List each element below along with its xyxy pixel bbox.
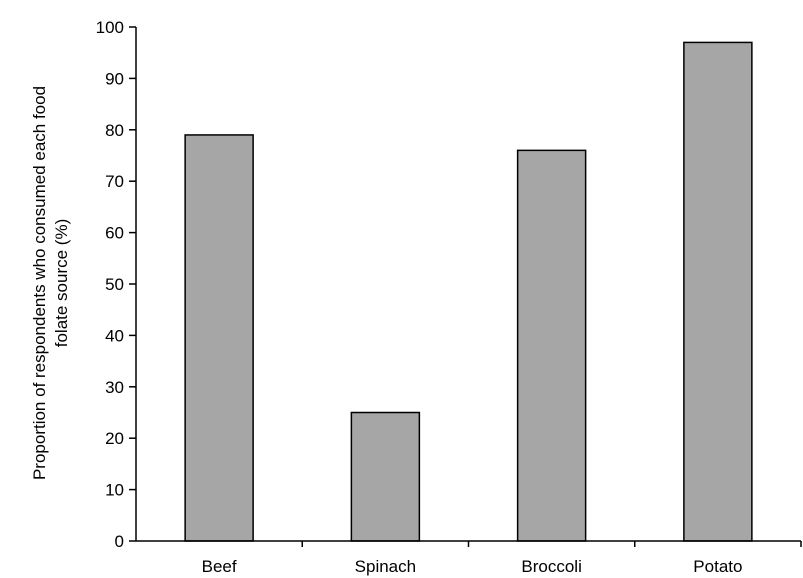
x-tick-label-beef: Beef (202, 557, 237, 576)
y-tick-label-20: 20 (105, 429, 124, 448)
y-tick-label-40: 40 (105, 326, 124, 345)
x-tick-label-spinach: Spinach (355, 557, 416, 576)
y-axis: 0 10 20 30 40 50 60 70 80 90 100 (96, 18, 137, 551)
bar-beef (184, 134, 254, 542)
bar-potato (683, 41, 753, 542)
bar-broccoli (516, 149, 587, 542)
bars (184, 41, 753, 542)
bar-spinach (350, 411, 421, 542)
x-axis: Beef Spinach Broccoli Potato (136, 540, 802, 576)
y-tick-label-70: 70 (105, 172, 124, 191)
y-tick-label-0: 0 (115, 532, 124, 551)
y-axis-title: Proportion of respondents who consumed e… (30, 86, 71, 480)
y-tick-label-50: 50 (105, 275, 124, 294)
x-tick-label-broccoli: Broccoli (521, 557, 581, 576)
y-axis-title-line-2: folate source (%) (52, 219, 71, 348)
y-tick-label-30: 30 (105, 378, 124, 397)
y-tick-label-10: 10 (105, 481, 124, 500)
y-tick-label-80: 80 (105, 121, 124, 140)
x-tick-label-potato: Potato (693, 557, 742, 576)
y-tick-label-60: 60 (105, 224, 124, 243)
y-axis-title-line-1: Proportion of respondents who consumed e… (30, 86, 49, 480)
y-tick-label-90: 90 (105, 69, 124, 88)
y-tick-label-100: 100 (96, 18, 124, 37)
